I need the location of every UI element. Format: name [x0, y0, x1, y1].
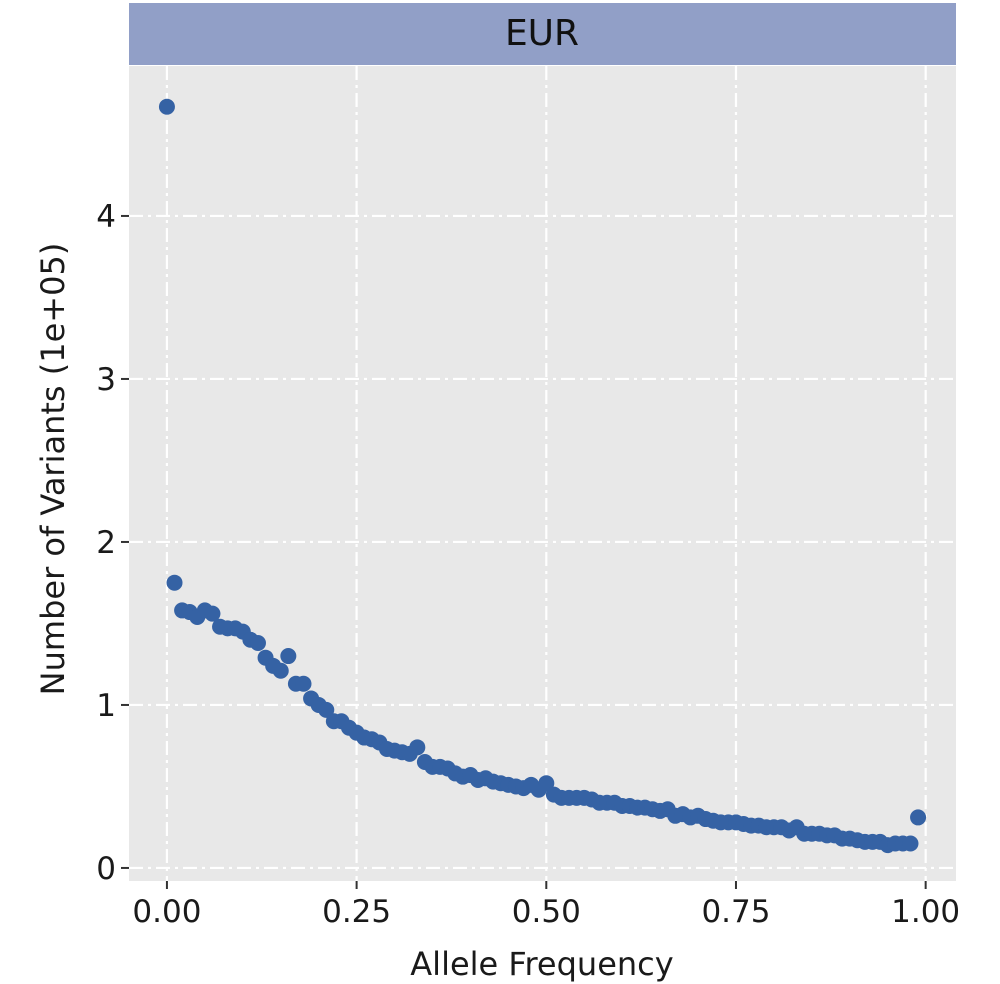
y-axis-ticks: 0 1 2 3 4 [96, 199, 129, 887]
data-point [204, 605, 221, 622]
x-tick-label: 0.50 [512, 894, 581, 930]
y-tick-label: 4 [96, 199, 116, 235]
data-point [295, 675, 312, 692]
x-tick-label: 0.75 [701, 894, 770, 930]
x-tick-label: 0.25 [322, 894, 391, 930]
data-point [409, 739, 426, 756]
facet-strip-label: EUR [505, 13, 579, 54]
y-tick-label: 3 [96, 362, 116, 398]
x-tick-label: 1.00 [891, 894, 960, 930]
data-point [902, 835, 919, 852]
data-point [318, 701, 335, 718]
data-point [910, 809, 927, 826]
y-tick-label: 2 [96, 525, 116, 561]
data-point [166, 574, 183, 591]
x-axis-title: Allele Frequency [410, 945, 673, 983]
data-point [280, 648, 297, 665]
data-points [158, 98, 927, 854]
data-point [538, 775, 555, 792]
plot-panel [129, 66, 956, 881]
data-point [249, 635, 266, 652]
y-tick-label: 1 [96, 688, 116, 724]
x-axis-ticks: 0.00 0.25 0.50 0.75 1.00 [132, 881, 960, 930]
facet-strip [129, 3, 956, 65]
x-tick-label: 0.00 [132, 894, 201, 930]
grid-lines [129, 66, 956, 881]
data-point [158, 98, 175, 115]
y-tick-label: 0 [96, 851, 116, 887]
data-point [272, 662, 289, 679]
y-axis-title: Number of Variants (1e+05) [34, 243, 72, 696]
